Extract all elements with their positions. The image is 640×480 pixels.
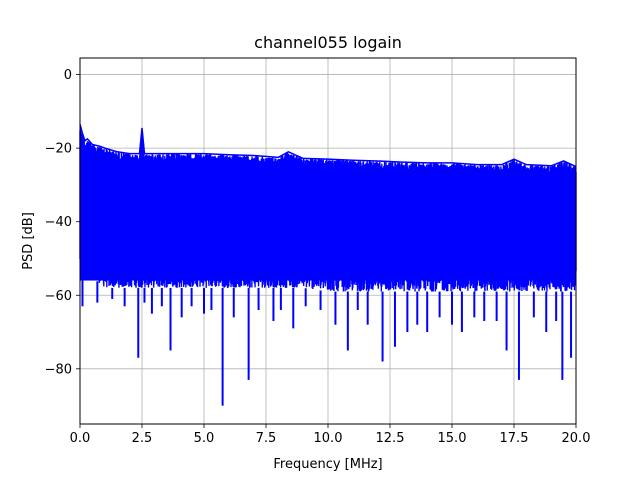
plot-area <box>79 124 577 406</box>
x-tick-label: 5.0 <box>194 431 215 446</box>
y-axis: 0 −20 −40 −60 −80 <box>45 68 80 377</box>
y-tick-label: −80 <box>45 362 72 377</box>
psd-upper-envelope <box>79 124 577 168</box>
x-tick-label: 12.5 <box>376 431 405 446</box>
x-tick-label: 20.0 <box>562 431 591 446</box>
x-tick-label: 7.5 <box>256 431 277 446</box>
x-tick-label: 0.0 <box>70 431 91 446</box>
x-tick-label: 10.0 <box>314 431 343 446</box>
y-tick-label: −40 <box>45 215 72 230</box>
y-axis-label: PSD [dB] <box>21 212 36 270</box>
x-tick-label: 15.0 <box>438 431 467 446</box>
y-tick-label: −60 <box>45 289 72 304</box>
y-tick-label: 0 <box>64 68 72 83</box>
chart-title: channel055 logain <box>254 33 402 52</box>
x-tick-label: 17.5 <box>500 431 529 446</box>
x-axis: 0.0 2.5 5.0 7.5 10.0 12.5 15.0 17.5 20.0 <box>70 424 591 446</box>
x-axis-label: Frequency [MHz] <box>273 457 382 472</box>
x-tick-label: 2.5 <box>132 431 153 446</box>
psd-trace-core <box>80 181 576 281</box>
y-tick-label: −20 <box>45 142 72 157</box>
